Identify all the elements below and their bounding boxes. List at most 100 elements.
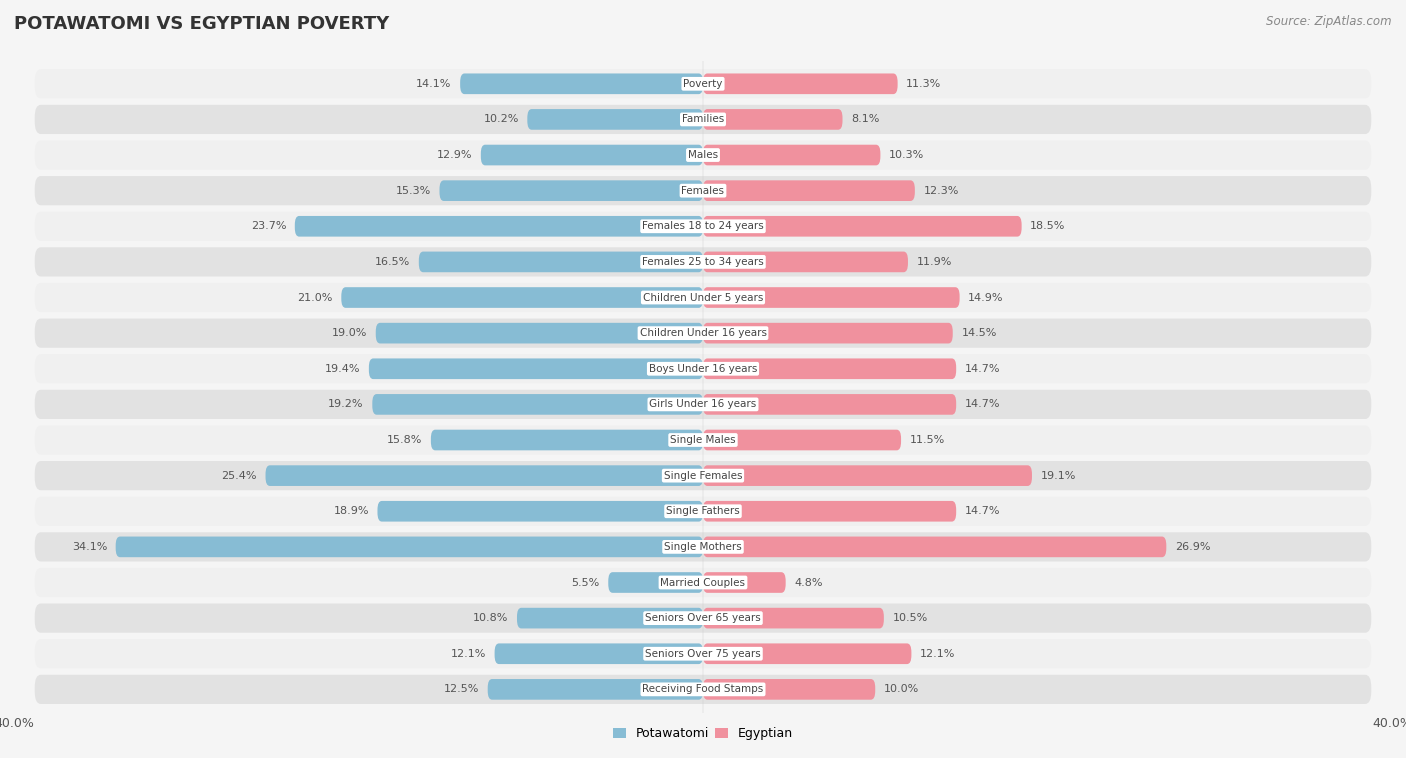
FancyBboxPatch shape — [373, 394, 703, 415]
Text: 14.1%: 14.1% — [416, 79, 451, 89]
FancyBboxPatch shape — [430, 430, 703, 450]
Text: 12.9%: 12.9% — [437, 150, 472, 160]
FancyBboxPatch shape — [703, 287, 960, 308]
Text: Males: Males — [688, 150, 718, 160]
FancyBboxPatch shape — [481, 145, 703, 165]
Text: 10.5%: 10.5% — [893, 613, 928, 623]
FancyBboxPatch shape — [35, 69, 1371, 99]
Text: 19.4%: 19.4% — [325, 364, 360, 374]
FancyBboxPatch shape — [460, 74, 703, 94]
Text: Females 18 to 24 years: Females 18 to 24 years — [643, 221, 763, 231]
FancyBboxPatch shape — [35, 140, 1371, 170]
Text: 34.1%: 34.1% — [72, 542, 107, 552]
FancyBboxPatch shape — [342, 287, 703, 308]
FancyBboxPatch shape — [703, 180, 915, 201]
FancyBboxPatch shape — [266, 465, 703, 486]
Text: Married Couples: Married Couples — [661, 578, 745, 587]
FancyBboxPatch shape — [703, 394, 956, 415]
Text: 12.1%: 12.1% — [450, 649, 486, 659]
FancyBboxPatch shape — [703, 465, 1032, 486]
FancyBboxPatch shape — [703, 145, 880, 165]
FancyBboxPatch shape — [703, 109, 842, 130]
Text: Single Mothers: Single Mothers — [664, 542, 742, 552]
Text: 11.3%: 11.3% — [907, 79, 942, 89]
FancyBboxPatch shape — [35, 105, 1371, 134]
FancyBboxPatch shape — [35, 283, 1371, 312]
FancyBboxPatch shape — [368, 359, 703, 379]
Text: 19.0%: 19.0% — [332, 328, 367, 338]
FancyBboxPatch shape — [35, 425, 1371, 455]
Text: 10.0%: 10.0% — [884, 684, 920, 694]
Text: 18.9%: 18.9% — [333, 506, 368, 516]
Text: Boys Under 16 years: Boys Under 16 years — [648, 364, 758, 374]
FancyBboxPatch shape — [377, 501, 703, 522]
Text: 18.5%: 18.5% — [1031, 221, 1066, 231]
Text: 10.8%: 10.8% — [472, 613, 509, 623]
Text: Females: Females — [682, 186, 724, 196]
FancyBboxPatch shape — [440, 180, 703, 201]
Text: 15.8%: 15.8% — [387, 435, 422, 445]
FancyBboxPatch shape — [115, 537, 703, 557]
Text: Single Females: Single Females — [664, 471, 742, 481]
FancyBboxPatch shape — [35, 639, 1371, 669]
Text: Children Under 5 years: Children Under 5 years — [643, 293, 763, 302]
FancyBboxPatch shape — [609, 572, 703, 593]
FancyBboxPatch shape — [703, 679, 875, 700]
Text: 11.9%: 11.9% — [917, 257, 952, 267]
FancyBboxPatch shape — [703, 252, 908, 272]
FancyBboxPatch shape — [35, 390, 1371, 419]
FancyBboxPatch shape — [488, 679, 703, 700]
FancyBboxPatch shape — [375, 323, 703, 343]
Text: 15.3%: 15.3% — [395, 186, 430, 196]
Text: Girls Under 16 years: Girls Under 16 years — [650, 399, 756, 409]
Text: Seniors Over 75 years: Seniors Over 75 years — [645, 649, 761, 659]
Text: POTAWATOMI VS EGYPTIAN POVERTY: POTAWATOMI VS EGYPTIAN POVERTY — [14, 15, 389, 33]
FancyBboxPatch shape — [703, 216, 1022, 236]
Legend: Potawatomi, Egyptian: Potawatomi, Egyptian — [609, 722, 797, 745]
FancyBboxPatch shape — [703, 359, 956, 379]
FancyBboxPatch shape — [295, 216, 703, 236]
FancyBboxPatch shape — [35, 211, 1371, 241]
Text: 16.5%: 16.5% — [375, 257, 411, 267]
FancyBboxPatch shape — [35, 461, 1371, 490]
Text: 14.7%: 14.7% — [965, 364, 1000, 374]
Text: 26.9%: 26.9% — [1175, 542, 1211, 552]
Text: Females 25 to 34 years: Females 25 to 34 years — [643, 257, 763, 267]
FancyBboxPatch shape — [527, 109, 703, 130]
FancyBboxPatch shape — [35, 176, 1371, 205]
Text: 23.7%: 23.7% — [250, 221, 287, 231]
Text: 12.5%: 12.5% — [444, 684, 479, 694]
FancyBboxPatch shape — [495, 644, 703, 664]
Text: 4.8%: 4.8% — [794, 578, 823, 587]
FancyBboxPatch shape — [517, 608, 703, 628]
FancyBboxPatch shape — [703, 608, 884, 628]
Text: 14.7%: 14.7% — [965, 399, 1000, 409]
Text: 12.1%: 12.1% — [920, 649, 956, 659]
FancyBboxPatch shape — [35, 532, 1371, 562]
Text: 25.4%: 25.4% — [221, 471, 257, 481]
Text: 10.2%: 10.2% — [484, 114, 519, 124]
Text: Single Fathers: Single Fathers — [666, 506, 740, 516]
Text: Source: ZipAtlas.com: Source: ZipAtlas.com — [1267, 15, 1392, 28]
Text: 11.5%: 11.5% — [910, 435, 945, 445]
FancyBboxPatch shape — [35, 603, 1371, 633]
Text: 12.3%: 12.3% — [924, 186, 959, 196]
Text: 14.5%: 14.5% — [962, 328, 997, 338]
Text: Single Males: Single Males — [671, 435, 735, 445]
FancyBboxPatch shape — [35, 318, 1371, 348]
Text: Poverty: Poverty — [683, 79, 723, 89]
Text: Receiving Food Stamps: Receiving Food Stamps — [643, 684, 763, 694]
FancyBboxPatch shape — [35, 247, 1371, 277]
Text: 21.0%: 21.0% — [297, 293, 333, 302]
Text: 10.3%: 10.3% — [889, 150, 924, 160]
FancyBboxPatch shape — [35, 354, 1371, 384]
FancyBboxPatch shape — [703, 644, 911, 664]
Text: Seniors Over 65 years: Seniors Over 65 years — [645, 613, 761, 623]
FancyBboxPatch shape — [419, 252, 703, 272]
Text: 14.9%: 14.9% — [969, 293, 1004, 302]
Text: 19.2%: 19.2% — [328, 399, 364, 409]
Text: 19.1%: 19.1% — [1040, 471, 1076, 481]
Text: 14.7%: 14.7% — [965, 506, 1000, 516]
Text: 5.5%: 5.5% — [571, 578, 599, 587]
FancyBboxPatch shape — [703, 430, 901, 450]
